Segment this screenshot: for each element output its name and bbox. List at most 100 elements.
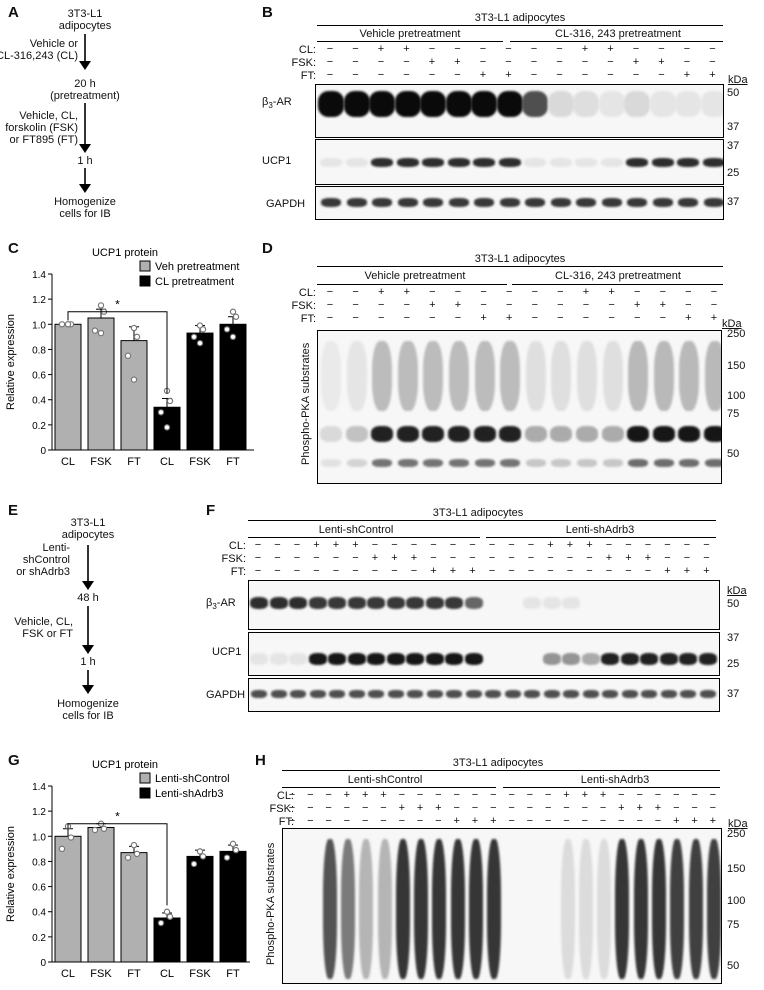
flow-e-arrow-3 [82, 670, 94, 699]
panel-h-sign: − [435, 789, 442, 801]
panel-f-gapdh-band [504, 690, 521, 698]
panel-b-gapdh-band [448, 198, 469, 207]
panel-f-gapdh-band [446, 690, 462, 698]
panel-h-sign: + [361, 789, 369, 801]
panel-h-sign: − [416, 815, 424, 827]
panel-f-sign: + [683, 565, 691, 577]
panel-h-sign: + [709, 815, 717, 827]
panel-h-sign: − [581, 802, 589, 814]
flow-e-step-treat: Vehicle, CL, FSK or FT [14, 616, 73, 640]
panel-b-b3ar-band [522, 91, 548, 117]
panel-f-b3ar-band [347, 597, 366, 609]
panel-f-sign: − [683, 539, 691, 551]
chart-g-point [196, 848, 204, 855]
panel-b-ucp1-band [447, 158, 470, 167]
panel-f-b3ar-band [562, 597, 580, 609]
panel-h-sign: − [544, 802, 552, 814]
panel-d-sign: + [377, 286, 385, 298]
panel-d-band-main [345, 426, 368, 442]
panel-d-mw-75: 75 [727, 408, 740, 420]
chart-c-bar [219, 323, 247, 451]
chart-g-ytick-label: 1.0 [32, 832, 46, 843]
panel-b-gapdh-band [423, 198, 443, 207]
chart-g-point [163, 908, 171, 915]
panel-d-band-main [448, 426, 470, 442]
flow-a-arrow-2 [79, 103, 91, 158]
panel-b-gapdh-band [321, 198, 341, 207]
panel-d-sign: + [659, 299, 667, 311]
chart-g-ytick-label: 0.6 [32, 883, 46, 894]
panel-f-sign: + [391, 552, 398, 564]
chart-g-significance-star: * [115, 810, 120, 824]
panel-h-band [688, 839, 703, 979]
panel-h-sign: − [691, 802, 698, 814]
panel-f-sign: + [547, 539, 554, 551]
panel-d-row-label-2: FT: [300, 313, 316, 325]
panel-d-sign: + [685, 312, 692, 324]
chart-g-legend-swatch [139, 787, 151, 799]
panel-f-ucp1-band [464, 653, 483, 665]
panel-b-gapdh-band [397, 198, 418, 207]
panel-d-band-low [525, 459, 546, 467]
panel-f-b3ar-band [464, 597, 483, 609]
chart-c-legend-label: CL pretreatment [155, 276, 234, 288]
chart-c-significance-bracket [67, 311, 168, 394]
panel-d-band-main [678, 426, 701, 442]
panel-d-band-main [499, 426, 522, 442]
panel-h-sign: − [654, 789, 662, 801]
panel-h-band [340, 839, 355, 979]
chart-c-ytick-label: 1.4 [32, 270, 46, 281]
panel-f-title: 3T3-L1 adipocytes [432, 507, 524, 519]
panel-f-b3ar-band [386, 597, 405, 609]
panel-h-band [706, 839, 721, 979]
panel-f-sign: − [625, 565, 632, 577]
panel-h-sign: − [508, 789, 515, 801]
panel-b-sign: − [479, 43, 487, 55]
panel-b-sign: − [377, 56, 385, 68]
panel-b-sign: − [709, 43, 716, 55]
chart-g-ylabel: Relative expression [5, 826, 17, 922]
panel-d-sign: − [454, 312, 462, 324]
chart-g-ytick-label: 0.4 [32, 908, 46, 919]
panel-b-sign: − [403, 56, 410, 68]
panel-f-group2-line [486, 537, 716, 538]
chart-c-point [229, 308, 237, 315]
chart-g-bar [153, 917, 181, 963]
chart-c-bar [120, 340, 148, 451]
chart-g-xtick-label: FT [226, 968, 240, 980]
panel-f-ucp1-band [581, 653, 600, 665]
panel-b-sign: − [683, 43, 691, 55]
panel-f-b3ar-label: β3-AR [206, 597, 236, 612]
panel-f-sign: − [703, 552, 710, 564]
panel-f-b3ar-band [367, 597, 385, 609]
panel-h-sign: − [325, 815, 332, 827]
panel-h-sign: − [709, 789, 717, 801]
panel-d-sign: − [557, 286, 564, 298]
panel-b-sign: + [505, 69, 512, 81]
panel-f-ucp1-band [269, 653, 288, 665]
panel-h-sign: − [490, 802, 497, 814]
panel-f-sign: − [664, 552, 671, 564]
panel-b-sign: + [403, 43, 410, 55]
panel-f-sign: + [430, 565, 437, 577]
chart-c-point [166, 397, 174, 405]
panel-f-ucp1-label: UCP1 [212, 646, 242, 658]
chart-g-point [133, 850, 141, 858]
panel-b-row-label-0: CL: [298, 44, 316, 56]
chart-g-legend-swatch [139, 772, 151, 784]
chart-c-ytick-label: 0.2 [32, 421, 46, 432]
panel-f-sign: + [410, 552, 418, 564]
panel-d-sign: + [608, 286, 615, 298]
panel-d-smear [474, 341, 495, 411]
panel-b-b3ar-blot [315, 84, 724, 138]
panel-h-sign: + [398, 802, 406, 814]
panel-d-band-low [423, 459, 444, 467]
panel-h-sign: − [288, 789, 296, 801]
chart-c-xtick-label: CL [160, 456, 174, 468]
panel-b-title-line [317, 25, 723, 26]
panel-b-sign: − [683, 56, 691, 68]
panel-d-band-low [679, 459, 700, 467]
panel-b-sign: − [505, 43, 512, 55]
panel-f-sign: − [625, 539, 632, 551]
chart-g-point [124, 854, 132, 861]
